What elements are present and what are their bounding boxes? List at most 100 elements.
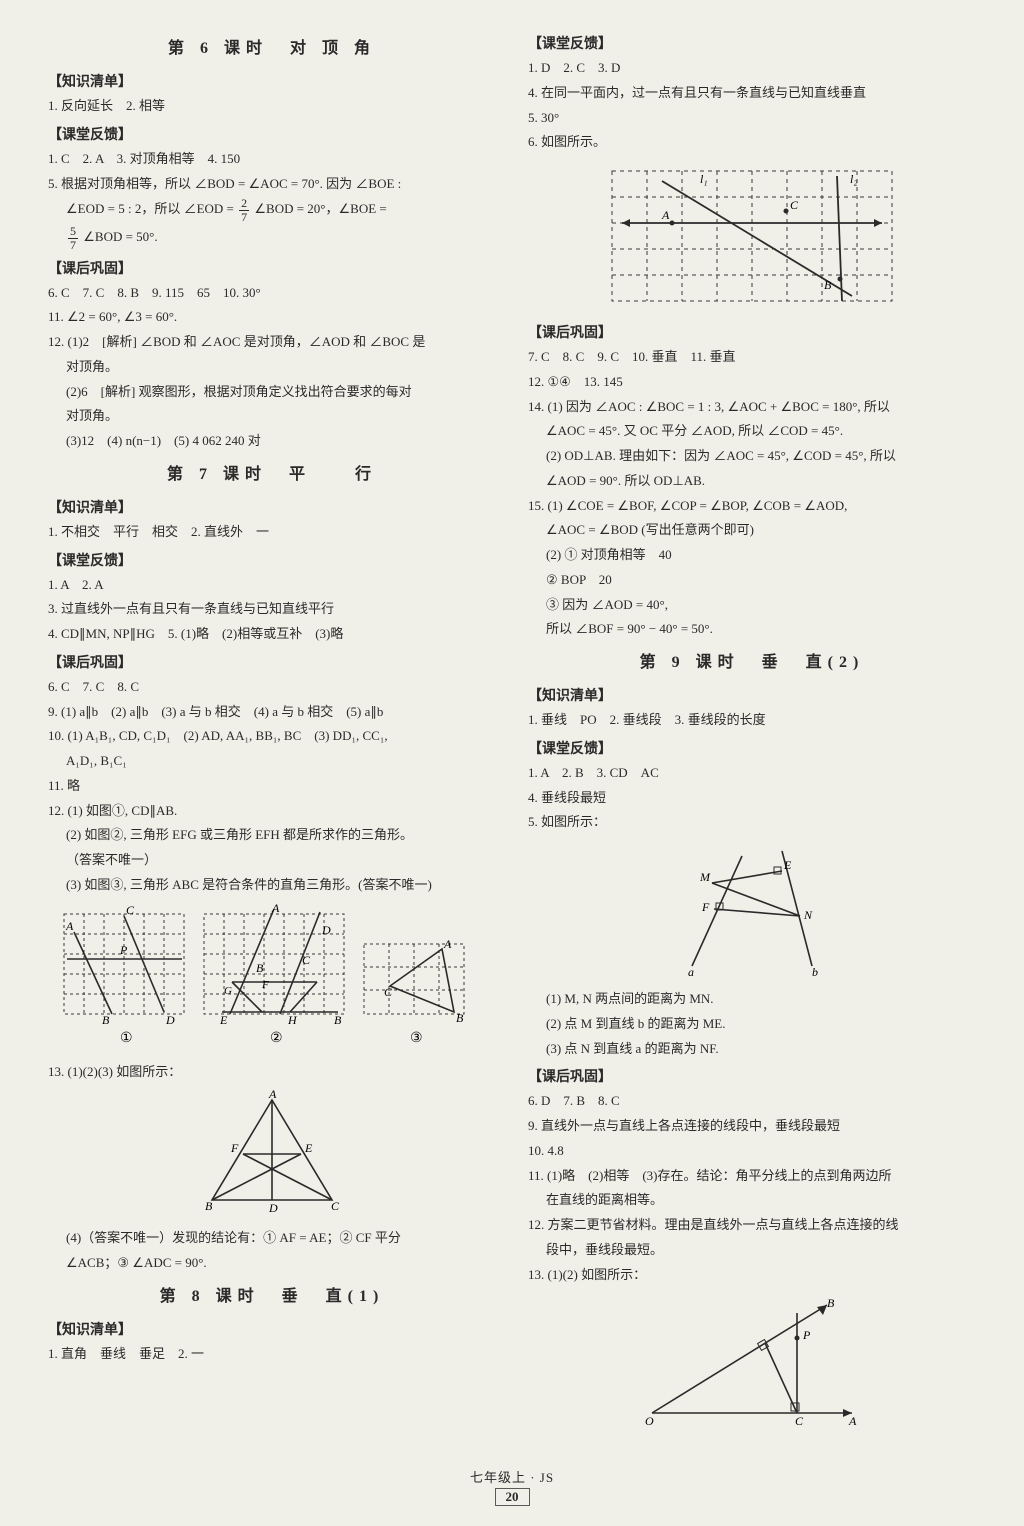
lesson8b-gonggu-h: 【课后巩固】 (528, 322, 976, 342)
lesson9-gg-2: 9. 直线外一点与直线上各点连接的线段中，垂线段最短 (528, 1115, 976, 1138)
svg-text:M: M (699, 870, 711, 884)
lesson7-title: 第 7 课时 平 行 (48, 460, 496, 484)
lesson7-gg-3: 10. (1) A₁B₁, CD, C₁D₁ (2) AD, AA₁, BB₁,… (48, 725, 496, 748)
lesson7-zs-1: 1. 不相交 平行 相交 2. 直线外 一 (48, 521, 496, 544)
svg-text:C: C (302, 953, 311, 967)
svg-text:③: ③ (410, 1031, 423, 1046)
svg-text:B: B (824, 278, 832, 292)
lesson8-title: 第 8 课时 垂 直(1) (48, 1282, 496, 1306)
svg-text:B: B (205, 1199, 213, 1213)
svg-text:G: G (224, 985, 232, 997)
svg-text:A: A (661, 208, 670, 222)
svg-text:a: a (688, 965, 694, 979)
lesson8b-gg-3: 14. (1) 因为 ∠AOC : ∠BOC = 1 : 3, ∠AOC + ∠… (528, 396, 976, 419)
lesson6-zhishi-h: 【知识清单】 (48, 71, 496, 91)
svg-text:l₂: l₂ (850, 172, 858, 186)
lesson7-gg-8: 13. (1)(2)(3) 如图所示： (48, 1061, 496, 1084)
lesson6-gg-2: 11. ∠2 = 60°, ∠3 = 60°. (48, 306, 496, 329)
lesson8b-fk-2: 4. 在同一平面内，过一点有且只有一条直线与已知直线垂直 (528, 82, 976, 105)
lesson6-gg-1: 6. C 7. C 8. B 9. 115 65 10. 30° (48, 282, 496, 305)
lesson7-gg-9: (4)（答案不唯一）发现的结论有：① AF = AE；② CF 平分 (48, 1227, 496, 1250)
svg-text:A: A (443, 937, 452, 951)
lesson9-fk-1: 1. A 2. B 3. CD AC (528, 762, 976, 785)
lesson6-title: 第 6 课时 对 顶 角 (48, 34, 496, 58)
lesson6-fk-2: 5. 根据对顶角相等，所以 ∠BOD = ∠AOC = 70°. 因为 ∠BOE… (48, 173, 496, 196)
lesson8b-gg-5b: ∠AOC = ∠BOD (写出任意两个即可) (528, 519, 976, 542)
lesson9-gg-6: 13. (1)(2) 如图所示： (528, 1264, 976, 1287)
right-column: 【课堂反馈】 1. D 2. C 3. D 4. 在同一平面内，过一点有且只有一… (528, 28, 976, 1461)
lesson6-fk4-post: ∠BOD = 50°. (83, 230, 157, 245)
lesson9-fankui-h: 【课堂反馈】 (528, 738, 976, 758)
svg-text:F: F (261, 979, 269, 991)
lesson8b-fk-1: 1. D 2. C 3. D (528, 57, 976, 80)
svg-text:B: B (102, 1013, 110, 1027)
fraction-2-7: 27 (239, 197, 249, 223)
lesson9-fk-4: (1) M, N 两点间的距离为 MN. (528, 988, 976, 1011)
svg-text:A: A (848, 1414, 857, 1428)
svg-text:C: C (126, 904, 135, 917)
lesson9-gonggu-h: 【课后巩固】 (528, 1066, 976, 1086)
lesson7-fk-3: 4. CD∥MN, NP∥HG 5. (1)略 (2)相等或互补 (3)略 (48, 623, 496, 646)
lesson7-gonggu-h: 【课后巩固】 (48, 652, 496, 672)
lesson7-fankui-h: 【课堂反馈】 (48, 550, 496, 570)
svg-text:①: ① (120, 1031, 133, 1046)
lesson6-gg-4b: 对顶角。 (48, 405, 496, 428)
svg-text:E: E (783, 858, 792, 872)
lesson6-gonggu-h: 【课后巩固】 (48, 258, 496, 278)
lesson6-gg-3b: 对顶角。 (48, 356, 496, 379)
svg-text:C: C (331, 1199, 340, 1213)
lesson8-zhishi-h: 【知识清单】 (48, 1319, 496, 1339)
svg-text:C: C (384, 985, 393, 999)
lesson8b-gg-4: (2) OD⊥AB. 理由如下：因为 ∠AOC = 45°, ∠COD = 45… (528, 445, 976, 468)
lesson9-gg-3: 10. 4.8 (528, 1140, 976, 1163)
lesson9-fk-6: (3) 点 N 到直线 a 的距离为 NF. (528, 1038, 976, 1061)
lesson9-title: 第 9 课时 垂 直(2) (528, 648, 976, 672)
lesson7-fk-1: 1. A 2. A (48, 574, 496, 597)
lesson6-zs-1: 1. 反向延长 2. 相等 (48, 95, 496, 118)
lesson8b-gg-4b: ∠AOD = 90°. 所以 OD⊥AB. (528, 470, 976, 493)
svg-text:P: P (802, 1328, 811, 1342)
lesson9-gg-4: 11. (1)略 (2)相等 (3)存在。结论：角平分线上的点到角两边所 (528, 1165, 976, 1188)
svg-text:C: C (790, 198, 799, 212)
lesson7-gg-6: (2) 如图②, 三角形 EFG 或三角形 EFH 都是所求作的三角形。 (48, 824, 496, 847)
svg-text:D: D (165, 1013, 175, 1027)
lesson6-gg-3: 12. (1)2 [解析] ∠BOD 和 ∠AOC 是对顶角，∠AOD 和 ∠B… (48, 331, 496, 354)
lesson9-gg-5b: 段中，垂线段最短。 (528, 1239, 976, 1262)
lesson8b-gg-6: (2) ① 对顶角相等 40 (528, 544, 976, 567)
lesson7-gg-5: 12. (1) 如图①, CD∥AB. (48, 800, 496, 823)
lesson6-fk-4: 57 ∠BOD = 50°. (48, 225, 496, 251)
lesson8b-grid-figure: l₁ l₂ A C B (528, 161, 976, 311)
lesson7-gg-7: (3) 如图③, 三角形 ABC 是符合条件的直角三角形。(答案不唯一) (48, 874, 496, 897)
lesson7-triangle-figure: A B C D F E (48, 1090, 496, 1220)
svg-text:A: A (65, 919, 74, 933)
page-footer: 七年级上 · JS 20 (48, 1467, 976, 1506)
lesson9-mn-figure: M N E F a b (528, 841, 976, 981)
lesson6-gg-4: (2)6 [解析] 观察图形，根据对顶角定义找出符合要求的每对 (48, 381, 496, 404)
lesson7-grid-figures: A C B D P ① (48, 904, 496, 1054)
lesson7-zhishi-h: 【知识清单】 (48, 497, 496, 517)
svg-text:E: E (219, 1013, 228, 1027)
fraction-5-7: 57 (68, 225, 78, 251)
lesson8b-gg-7: ② BOP 20 (528, 569, 976, 592)
svg-text:B: B (256, 961, 264, 975)
lesson9-fk-3: 5. 如图所示： (528, 811, 976, 834)
lesson8b-fk-4: 6. 如图所示。 (528, 131, 976, 154)
lesson7-fk-2: 3. 过直线外一点有且只有一条直线与已知直线平行 (48, 598, 496, 621)
svg-text:D: D (268, 1201, 278, 1215)
lesson6-fk3-pre: ∠EOD = 5 : 2，所以 ∠EOD = (66, 201, 237, 216)
svg-text:F: F (230, 1141, 239, 1155)
svg-text:D: D (321, 923, 331, 937)
svg-text:C: C (795, 1414, 804, 1428)
lesson7-gg-3b: A₁D₁, B₁C₁ (48, 750, 496, 773)
svg-text:A: A (271, 904, 280, 915)
svg-text:l₁: l₁ (700, 172, 708, 186)
lesson8b-gg-9: 所以 ∠BOF = 90° − 40° = 50°. (528, 618, 976, 641)
lesson8b-fk-3: 5. 30° (528, 107, 976, 130)
lesson7-gg-1: 6. C 7. C 8. C (48, 676, 496, 699)
lesson9-oabcp-figure: O A B C P (528, 1293, 976, 1433)
lesson8b-gg-1: 7. C 8. C 9. C 10. 垂直 11. 垂直 (528, 346, 976, 369)
lesson6-fk3-mid: ∠BOD = 20°，∠BOE = (254, 201, 386, 216)
lesson9-fk-2: 4. 垂线段最短 (528, 787, 976, 810)
svg-text:N: N (803, 908, 813, 922)
lesson9-fk-5: (2) 点 M 到直线 b 的距离为 ME. (528, 1013, 976, 1036)
